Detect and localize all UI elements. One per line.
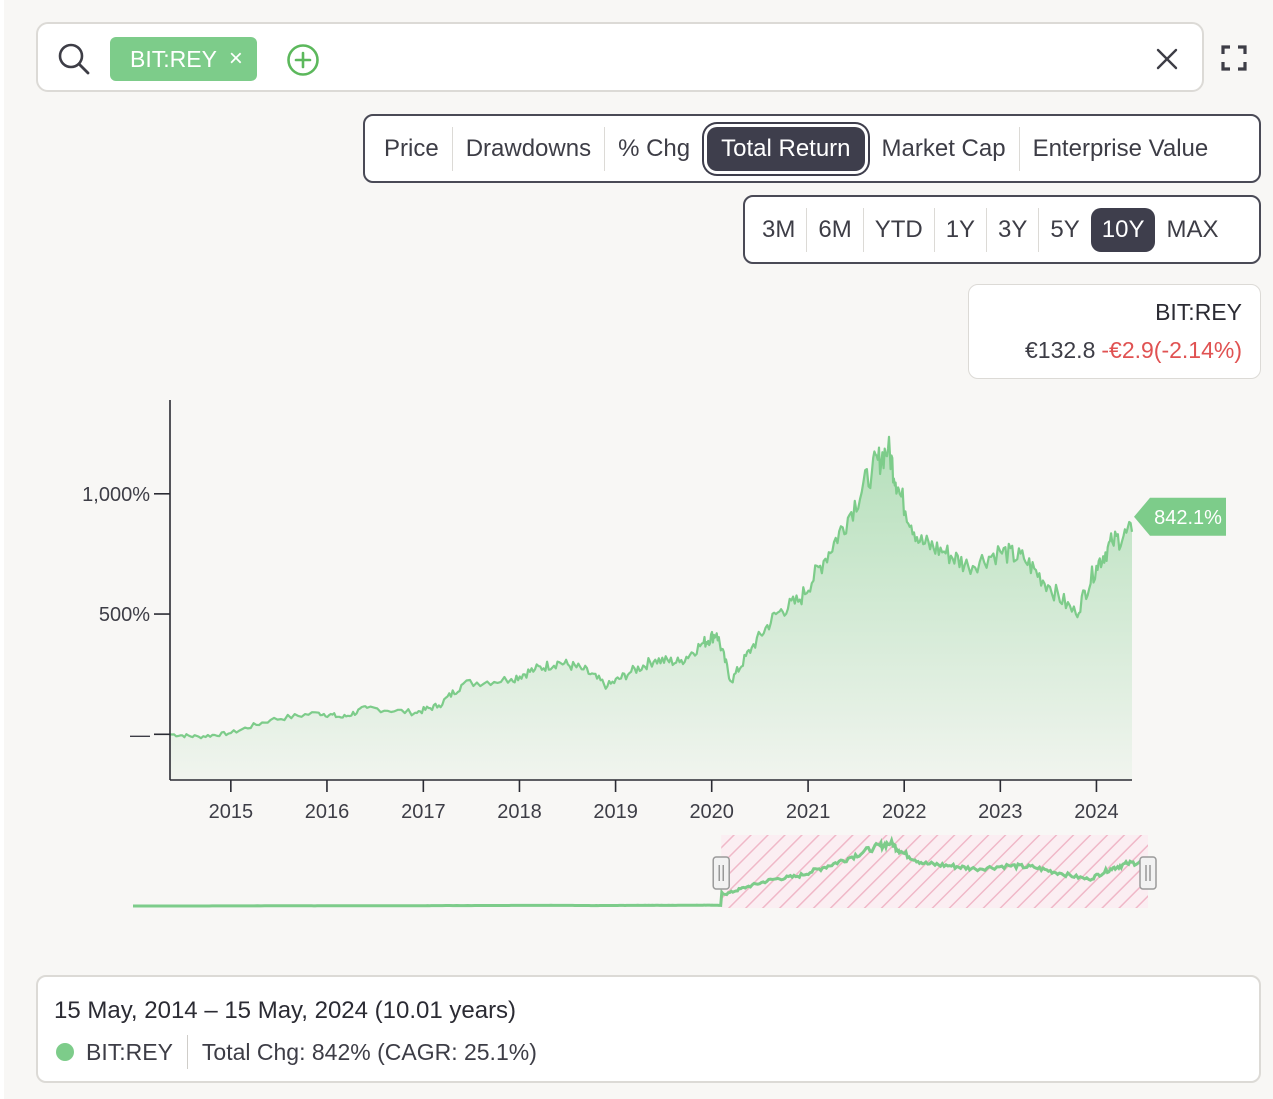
tab-enterprise-value[interactable]: Enterprise Value: [1032, 134, 1209, 162]
quote-price: €132.8: [1025, 337, 1096, 363]
summary-row: BIT:REY Total Chg: 842% (CAGR: 25.1%): [56, 1035, 537, 1069]
range-ytd[interactable]: YTD: [874, 215, 923, 243]
x-tick-label: 2018: [497, 801, 542, 823]
tab-separator: [986, 207, 988, 252]
tab-drawdowns[interactable]: Drawdowns: [465, 134, 592, 162]
tab-separator: [451, 126, 453, 171]
navigator-handle[interactable]: [1139, 856, 1157, 890]
range-6m[interactable]: 6M: [818, 215, 852, 243]
ticker-chip[interactable]: BIT:REY ×: [110, 37, 257, 81]
quote-symbol: BIT:REY: [1155, 299, 1242, 325]
x-tick-label: 2024: [1074, 801, 1119, 823]
range-5y[interactable]: 5Y: [1050, 215, 1080, 243]
x-tick-label: 2016: [305, 801, 350, 823]
tab-separator: [1018, 126, 1020, 171]
summary-symbol: BIT:REY: [86, 1038, 173, 1065]
ticker-chip-label: BIT:REY: [130, 45, 217, 72]
x-tick-label: 2020: [689, 801, 734, 823]
quote-card: BIT:REY €132.8 -€2.9(-2.14%): [968, 284, 1261, 379]
x-tick-label: 2021: [786, 801, 831, 823]
summary-card: 15 May, 2014 – 15 May, 2024 (10.01 years…: [36, 975, 1261, 1083]
axes-layer: — 500% 1,000% 2015 2016 2017 2018 2019 2020 2021 2…: [82, 400, 1132, 823]
quote-change: -€2.9(-2.14%): [1101, 337, 1242, 363]
tab-separator: [604, 126, 606, 171]
tab-separator: [1038, 207, 1040, 252]
plus-circle-icon[interactable]: [286, 43, 320, 77]
tab-market-cap[interactable]: Market Cap: [881, 134, 1006, 162]
x-tick-label: 2019: [593, 801, 638, 823]
y-tick-label: 500%: [99, 604, 150, 626]
quote-line: €132.8 -€2.9(-2.14%): [1025, 337, 1242, 364]
x-tick-label: 2017: [401, 801, 446, 823]
y-tick-label: 1,000%: [82, 484, 150, 506]
range-max[interactable]: MAX: [1166, 215, 1219, 243]
tab-separator: [933, 207, 935, 252]
end-value-tag-shape: [1134, 497, 1226, 536]
fullscreen-icon[interactable]: [1220, 44, 1248, 72]
tab-separator: [806, 207, 808, 252]
total-return-chart[interactable]: — 500% 1,000% 2015 2016 2017 2018 2019 2020 2021 2…: [0, 380, 1273, 920]
range-tabs: 3M 6M YTD 1Y 3Y 5Y 10Y MAX: [743, 195, 1261, 264]
range-3m[interactable]: 3M: [762, 215, 796, 243]
x-tick-label: 2022: [882, 801, 927, 823]
series-dot: [56, 1043, 74, 1061]
metric-tabs: Price Drawdowns % Chg Total Return Marke…: [363, 114, 1261, 183]
summary-total-change: Total Chg: 842% (CAGR: 25.1%): [201, 1038, 537, 1065]
date-range: 15 May, 2014 – 15 May, 2024 (10.01 years…: [54, 997, 517, 1024]
end-value-label: 842.1%: [1154, 507, 1222, 529]
y-tick-label: —: [130, 724, 150, 746]
navigator-selection: [721, 835, 1148, 908]
tab-price[interactable]: Price: [384, 134, 439, 162]
close-icon[interactable]: [1152, 44, 1182, 74]
chart-panel: [4, 0, 1273, 1099]
tab-pct-chg[interactable]: % Chg: [618, 134, 691, 162]
tab-separator: [862, 207, 864, 252]
area-layer: [169, 435, 1134, 780]
series-area: [170, 436, 1132, 780]
series-line: [169, 435, 1134, 740]
chip-remove-icon[interactable]: ×: [228, 45, 243, 72]
navigator-handle[interactable]: [712, 856, 730, 890]
search-icon[interactable]: [56, 41, 92, 77]
range-10y[interactable]: 10Y: [1090, 207, 1156, 252]
summary-separator: [186, 1035, 188, 1069]
ticker-search-bar[interactable]: BIT:REY ×: [36, 22, 1204, 92]
navigator-line: [133, 835, 1150, 908]
range-1y[interactable]: 1Y: [945, 215, 976, 243]
tab-total-return[interactable]: Total Return: [707, 126, 865, 171]
range-3y[interactable]: 3Y: [998, 215, 1028, 243]
x-tick-label: 2023: [978, 801, 1023, 823]
end-value-tag: 842.1%: [1134, 497, 1226, 536]
navigator[interactable]: [133, 835, 1157, 908]
x-tick-label: 2015: [209, 801, 254, 823]
